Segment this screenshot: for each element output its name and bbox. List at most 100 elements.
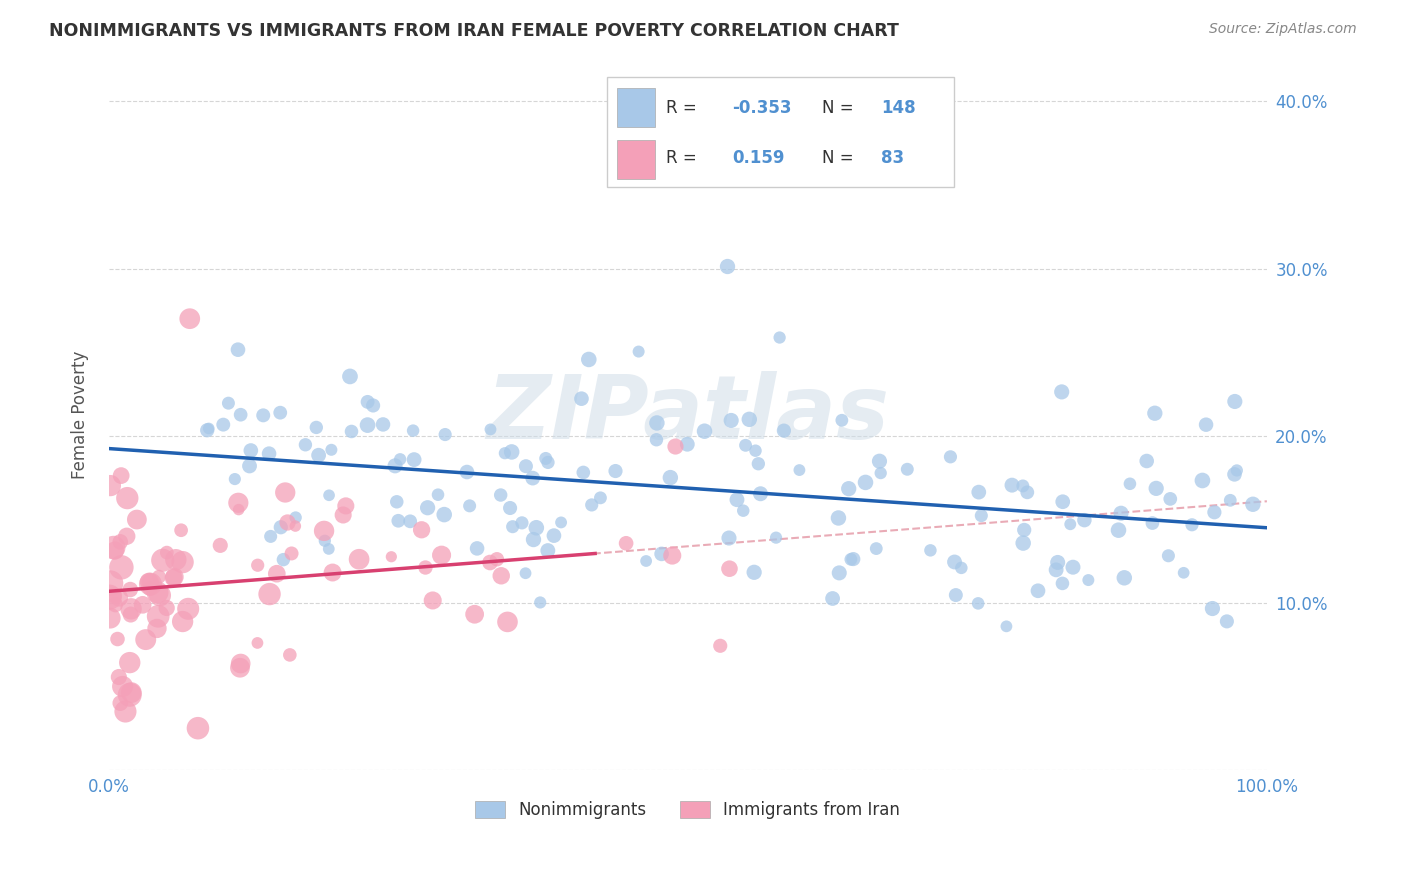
Point xyxy=(385,495,408,509)
Point xyxy=(148,570,170,584)
Legend: Nonimmigrants, Immigrants from Iran: Nonimmigrants, Immigrants from Iran xyxy=(468,794,907,826)
Point xyxy=(103,588,125,602)
Point xyxy=(510,516,533,530)
Point xyxy=(1026,583,1049,598)
Point xyxy=(920,543,942,558)
Point xyxy=(1011,479,1033,493)
Point xyxy=(430,548,453,562)
Point xyxy=(156,545,179,559)
Point xyxy=(651,547,673,561)
Point xyxy=(335,499,357,513)
Point xyxy=(399,514,422,528)
Point xyxy=(402,424,425,438)
Point xyxy=(869,466,891,480)
Point xyxy=(98,590,121,604)
Point xyxy=(163,570,186,584)
Point xyxy=(135,632,157,647)
Point xyxy=(284,519,307,533)
Point xyxy=(1204,505,1226,519)
Point xyxy=(1226,463,1249,477)
Point xyxy=(716,260,738,274)
Point xyxy=(226,343,249,357)
Point xyxy=(1142,516,1164,530)
Point xyxy=(146,585,169,599)
Point xyxy=(308,448,330,462)
Point xyxy=(131,598,153,612)
Point xyxy=(415,560,437,574)
Point xyxy=(1241,497,1264,511)
Point xyxy=(1144,481,1167,495)
Text: ZIPatlas: ZIPatlas xyxy=(486,371,889,458)
Point xyxy=(831,413,853,427)
Point xyxy=(943,555,966,569)
Point xyxy=(543,528,565,542)
Point xyxy=(246,636,269,650)
Point xyxy=(529,595,551,609)
Point xyxy=(322,566,344,580)
Point xyxy=(589,491,612,505)
Point xyxy=(149,588,172,602)
Point xyxy=(152,553,174,567)
Point xyxy=(312,524,335,538)
Point xyxy=(266,566,288,581)
Point xyxy=(172,555,194,569)
Point xyxy=(273,552,295,566)
Point xyxy=(224,472,246,486)
Point xyxy=(1119,476,1142,491)
Point xyxy=(524,521,547,535)
Point xyxy=(114,705,136,719)
Point xyxy=(458,499,481,513)
Point xyxy=(104,543,127,558)
Point xyxy=(294,438,316,452)
Point xyxy=(661,549,683,563)
Point xyxy=(645,433,668,447)
Point xyxy=(967,596,990,610)
Point xyxy=(209,538,232,552)
Point xyxy=(229,661,252,675)
Point xyxy=(537,455,560,469)
Point xyxy=(1059,517,1081,532)
Point xyxy=(269,406,291,420)
Point xyxy=(1045,563,1067,577)
Point xyxy=(489,569,512,583)
Point xyxy=(945,588,967,602)
Point xyxy=(950,561,973,575)
Point xyxy=(1050,384,1073,399)
Point xyxy=(259,587,281,601)
Point xyxy=(217,396,239,410)
Point xyxy=(270,520,292,534)
Point xyxy=(384,458,406,473)
Point xyxy=(1219,493,1241,508)
Point xyxy=(252,409,274,423)
Point xyxy=(387,514,409,528)
Point xyxy=(179,311,201,326)
Point xyxy=(578,352,600,367)
Point xyxy=(228,502,250,516)
Point xyxy=(110,534,132,549)
Point xyxy=(1062,560,1084,574)
Point xyxy=(278,648,301,662)
Point xyxy=(321,442,343,457)
Point xyxy=(356,418,378,433)
Point xyxy=(499,501,522,516)
Point xyxy=(118,688,141,702)
Point xyxy=(733,503,755,517)
Point xyxy=(138,574,160,589)
Point xyxy=(118,656,141,670)
Point xyxy=(361,399,384,413)
Point xyxy=(177,602,200,616)
Point xyxy=(1157,549,1180,563)
Point xyxy=(187,721,209,735)
Point xyxy=(1046,556,1069,570)
Point xyxy=(340,425,363,439)
Point xyxy=(229,657,252,671)
Point xyxy=(485,552,508,566)
Point xyxy=(967,485,990,500)
Point xyxy=(502,519,524,533)
Point xyxy=(156,601,179,615)
Point xyxy=(1001,478,1024,492)
Point xyxy=(108,670,131,684)
Point xyxy=(1195,417,1218,432)
Point xyxy=(280,546,302,560)
Point xyxy=(1052,494,1074,508)
